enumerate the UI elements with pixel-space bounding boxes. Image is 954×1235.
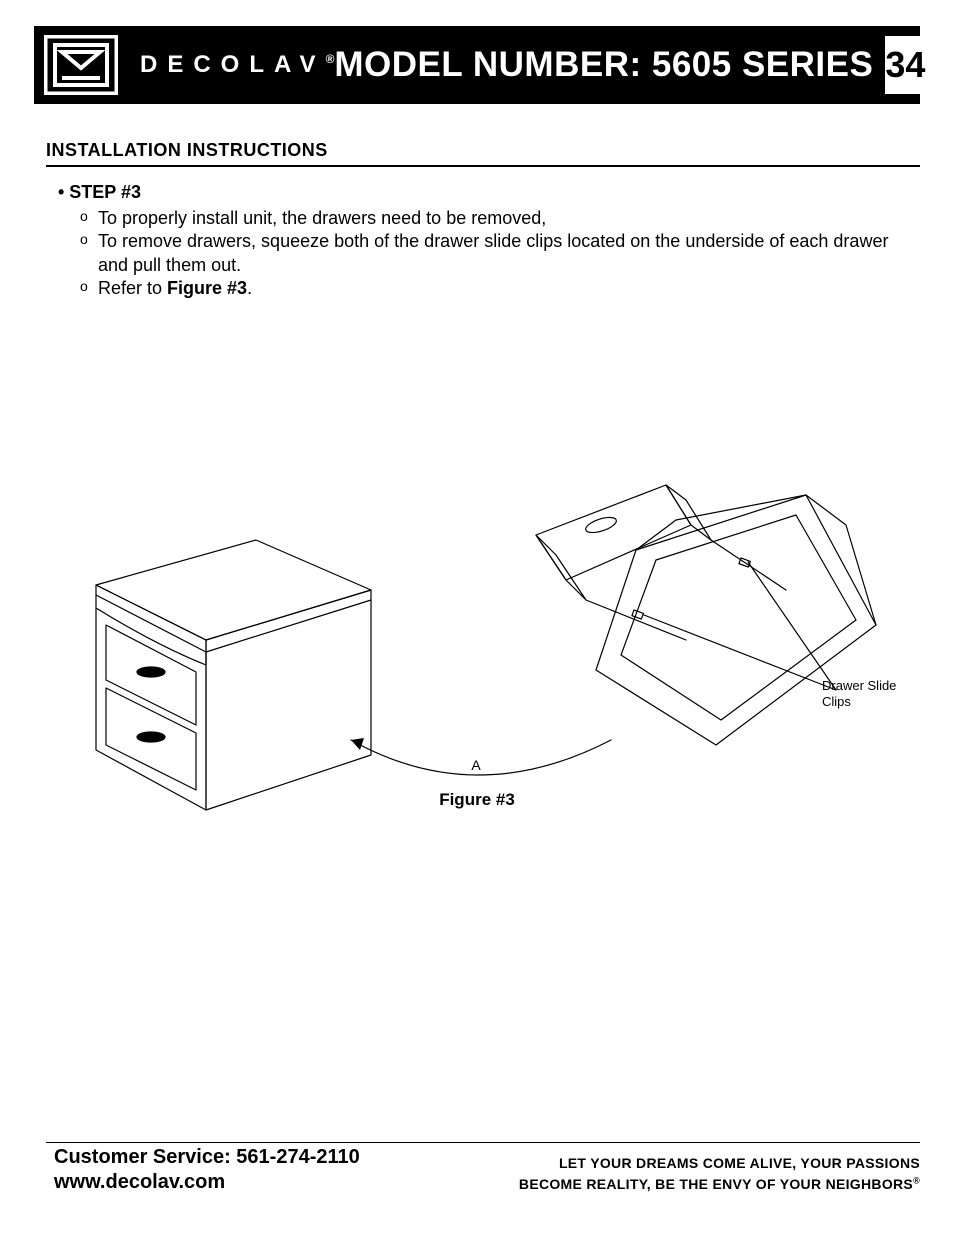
header-bar: DECOLAV® MODEL NUMBER: 5605 SERIES 34 — [34, 26, 920, 104]
brand-text: DECOLAV — [140, 51, 326, 78]
callout-text: Drawer SlideClips — [822, 678, 896, 709]
bullet-text: Refer to Figure #3. — [98, 278, 252, 298]
registered-icon: ® — [326, 52, 335, 66]
step-bullet: Refer to Figure #3. — [80, 277, 908, 300]
footer-tagline: LET YOUR DREAMS COME ALIVE, YOUR PASSION… — [519, 1153, 920, 1195]
step-block: • STEP #3 To properly install unit, the … — [58, 182, 908, 301]
bullet-text: To remove drawers, squeeze both of the d… — [98, 231, 888, 274]
step-bullet: To properly install unit, the drawers ne… — [80, 207, 908, 230]
figure-3: A A — [46, 440, 920, 840]
tagline-line-2: BECOME REALITY, BE THE ENVY OF YOUR NEIG… — [519, 1174, 920, 1195]
brand-logo-icon — [44, 35, 118, 95]
bullet-text: To properly install unit, the drawers ne… — [98, 208, 546, 228]
step-label: • STEP #3 — [58, 182, 908, 203]
website-url: www.decolav.com — [54, 1170, 360, 1195]
registered-icon: ® — [913, 1175, 920, 1185]
step-bullet: To remove drawers, squeeze both of the d… — [80, 230, 908, 277]
page-root: DECOLAV® MODEL NUMBER: 5605 SERIES 34 IN… — [0, 0, 954, 1235]
callout-drawer-slide-clips: Drawer SlideClips — [822, 678, 896, 709]
step-bullet-list: To properly install unit, the drawers ne… — [58, 207, 908, 301]
customer-service-phone: Customer Service: 561-274-2110 — [54, 1145, 360, 1170]
tagline-line-1: LET YOUR DREAMS COME ALIVE, YOUR PASSION… — [519, 1153, 920, 1174]
footer-rule — [46, 1142, 920, 1143]
figure-caption: Figure #3 — [0, 790, 954, 810]
model-number: MODEL NUMBER: 5605 SERIES — [334, 45, 873, 85]
section-heading: INSTALLATION INSTRUCTIONS — [46, 140, 920, 167]
footer-contact: Customer Service: 561-274-2110 www.decol… — [54, 1145, 360, 1195]
svg-text:A: A — [471, 757, 481, 773]
page-number-badge: 34 — [885, 36, 925, 94]
brand-name: DECOLAV® — [140, 51, 334, 79]
